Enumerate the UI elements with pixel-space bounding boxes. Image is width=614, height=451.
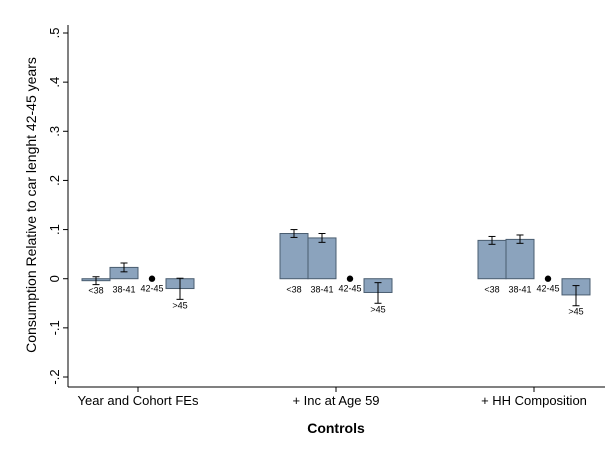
y-tick-label: .4	[47, 77, 62, 88]
y-tick-label: .3	[47, 126, 62, 137]
reference-point	[148, 275, 156, 282]
y-axis-title: Consumption Relative to car lenght 42-45…	[23, 57, 39, 353]
y-tick-label: 0	[47, 275, 62, 282]
y-tick-label: .1	[47, 224, 62, 235]
bar	[477, 239, 507, 280]
x-tick-label: Year and Cohort FEs	[78, 393, 199, 408]
y-tick-label: .5	[47, 28, 62, 39]
category-label: 42-45	[536, 284, 559, 294]
category-label: >45	[370, 304, 385, 314]
category-label: 38-41	[310, 285, 333, 295]
category-label: <38	[88, 286, 103, 296]
category-label: <38	[484, 285, 499, 295]
bar	[307, 237, 337, 280]
bar	[505, 238, 535, 280]
y-tick-label: .2	[47, 175, 62, 186]
y-tick-label: -.2	[47, 369, 62, 384]
reference-point	[544, 275, 552, 282]
category-label: <38	[286, 285, 301, 295]
x-axis-title: Controls	[307, 420, 365, 436]
y-tick-label: -.1	[47, 320, 62, 335]
category-label: 38-41	[508, 285, 531, 295]
reference-point	[346, 275, 354, 282]
x-tick-label: + Inc at Age 59	[292, 393, 379, 408]
category-label: >45	[568, 307, 583, 317]
category-label: 38-41	[112, 285, 135, 295]
plot-area: -.2 -.1 0 .1 .2 .3 .4 .5 Year and Cohort FEs + In…	[47, 25, 605, 408]
category-label: 42-45	[140, 284, 163, 294]
x-tick-label: + HH Composition	[481, 393, 587, 408]
category-label: 42-45	[338, 284, 361, 294]
category-label: >45	[172, 300, 187, 310]
bar	[279, 233, 309, 280]
